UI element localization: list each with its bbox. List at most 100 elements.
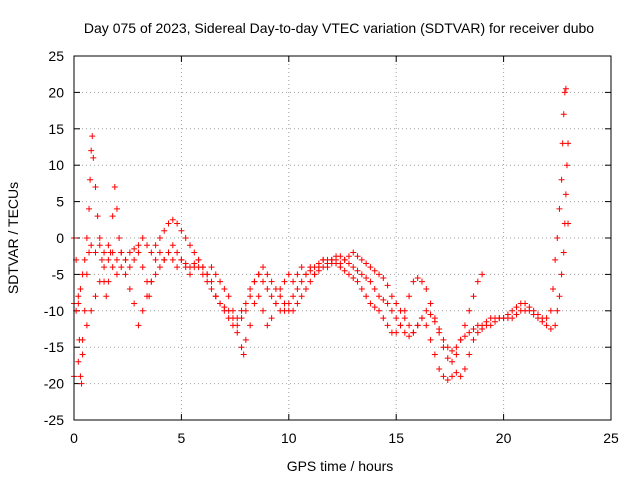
data-point — [371, 285, 378, 292]
data-point — [380, 315, 387, 322]
data-point — [560, 111, 567, 118]
data-point — [487, 322, 494, 329]
data-point — [384, 282, 391, 289]
data-point — [461, 366, 468, 373]
data-point — [530, 311, 537, 318]
data-point — [277, 293, 284, 300]
data-point — [401, 329, 408, 336]
grid — [74, 56, 611, 420]
data-point — [247, 322, 254, 329]
data-point — [479, 322, 486, 329]
data-point — [186, 271, 193, 278]
data-point — [414, 322, 421, 329]
data-point — [401, 307, 408, 314]
data-point — [126, 264, 133, 271]
data-point — [208, 285, 215, 292]
data-point — [474, 278, 481, 285]
data-point — [90, 154, 97, 161]
data-point — [311, 271, 318, 278]
data-point — [376, 293, 383, 300]
y-tick-label: -20 — [44, 376, 64, 392]
y-tick-label: 25 — [48, 48, 64, 64]
y-axis-label: SDTVAR / TECUs — [5, 182, 21, 294]
data-point — [558, 176, 565, 183]
data-point — [367, 300, 374, 307]
data-point — [414, 275, 421, 282]
data-point — [242, 336, 249, 343]
data-point — [436, 366, 443, 373]
data-point — [105, 278, 112, 285]
data-point — [234, 329, 241, 336]
data-point — [260, 307, 267, 314]
data-point — [96, 242, 103, 249]
data-point — [242, 300, 249, 307]
data-point — [410, 329, 417, 336]
y-tick-label: -15 — [44, 339, 64, 355]
data-point — [466, 307, 473, 314]
data-point — [178, 227, 185, 234]
data-point — [79, 271, 86, 278]
data-point — [268, 315, 275, 322]
data-point — [101, 264, 108, 271]
data-point — [418, 315, 425, 322]
data-point — [559, 140, 566, 147]
data-point — [547, 326, 554, 332]
x-tick-label: 25 — [603, 430, 619, 446]
data-point — [169, 242, 176, 249]
data-point — [358, 271, 365, 278]
data-point — [350, 249, 357, 256]
data-point — [354, 267, 361, 274]
data-point — [406, 333, 413, 340]
data-point — [240, 351, 247, 358]
data-point — [354, 278, 361, 285]
data-point — [367, 264, 374, 271]
data-point — [122, 271, 129, 278]
data-point — [543, 322, 550, 329]
data-point — [479, 271, 486, 278]
data-point — [238, 344, 245, 351]
data-point — [449, 347, 456, 354]
data-point — [384, 300, 391, 307]
data-point — [255, 271, 262, 278]
data-point — [345, 271, 352, 278]
data-point — [560, 249, 567, 256]
data-point — [550, 285, 557, 292]
data-point — [290, 293, 297, 300]
data-point — [247, 285, 254, 292]
data-point — [156, 249, 163, 256]
data-point — [113, 271, 120, 278]
data-points — [71, 85, 572, 387]
data-point — [556, 205, 563, 212]
data-point — [161, 256, 168, 263]
data-point — [139, 307, 146, 314]
data-point — [152, 256, 159, 263]
data-point — [526, 307, 533, 314]
data-point — [144, 293, 151, 300]
data-point — [333, 260, 340, 267]
data-point — [77, 373, 84, 380]
data-point — [221, 304, 228, 311]
data-point — [126, 249, 133, 256]
data-point — [169, 216, 176, 223]
data-point — [298, 293, 305, 300]
data-point — [92, 184, 99, 191]
data-point — [522, 300, 529, 307]
data-point — [444, 344, 451, 351]
data-point — [272, 285, 279, 292]
data-point — [358, 256, 365, 263]
data-point — [397, 322, 404, 329]
data-point — [328, 256, 335, 263]
data-point — [393, 300, 400, 307]
data-point — [96, 278, 103, 285]
data-point — [268, 293, 275, 300]
data-point — [135, 322, 142, 329]
data-point — [440, 373, 447, 380]
data-point — [109, 213, 116, 220]
data-point — [290, 307, 297, 314]
data-point — [470, 336, 477, 343]
data-point — [513, 304, 520, 311]
data-point — [561, 89, 568, 96]
data-point — [534, 315, 541, 322]
data-point — [444, 376, 451, 383]
